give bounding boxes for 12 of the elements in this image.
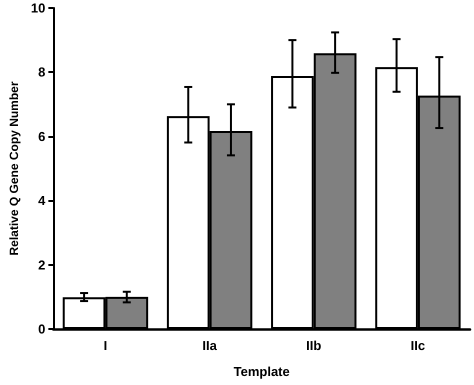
- y-tick-label: 10: [30, 0, 46, 16]
- x-tick-label: I: [104, 338, 108, 353]
- x-tick-label: IIc: [410, 338, 426, 353]
- y-tick-label: 4: [38, 193, 46, 208]
- y-tick-label: 0: [38, 322, 46, 336]
- x-axis-title: Template: [234, 364, 290, 379]
- y-axis-title: Relative Q Gene Copy Number: [7, 81, 21, 256]
- y-tick-label: 8: [38, 64, 46, 80]
- y-tick-label: 6: [38, 128, 46, 144]
- x-tick-label: IIa: [202, 338, 218, 353]
- x-tick-label: IIb: [306, 338, 322, 353]
- y-tick-label: 2: [38, 257, 46, 272]
